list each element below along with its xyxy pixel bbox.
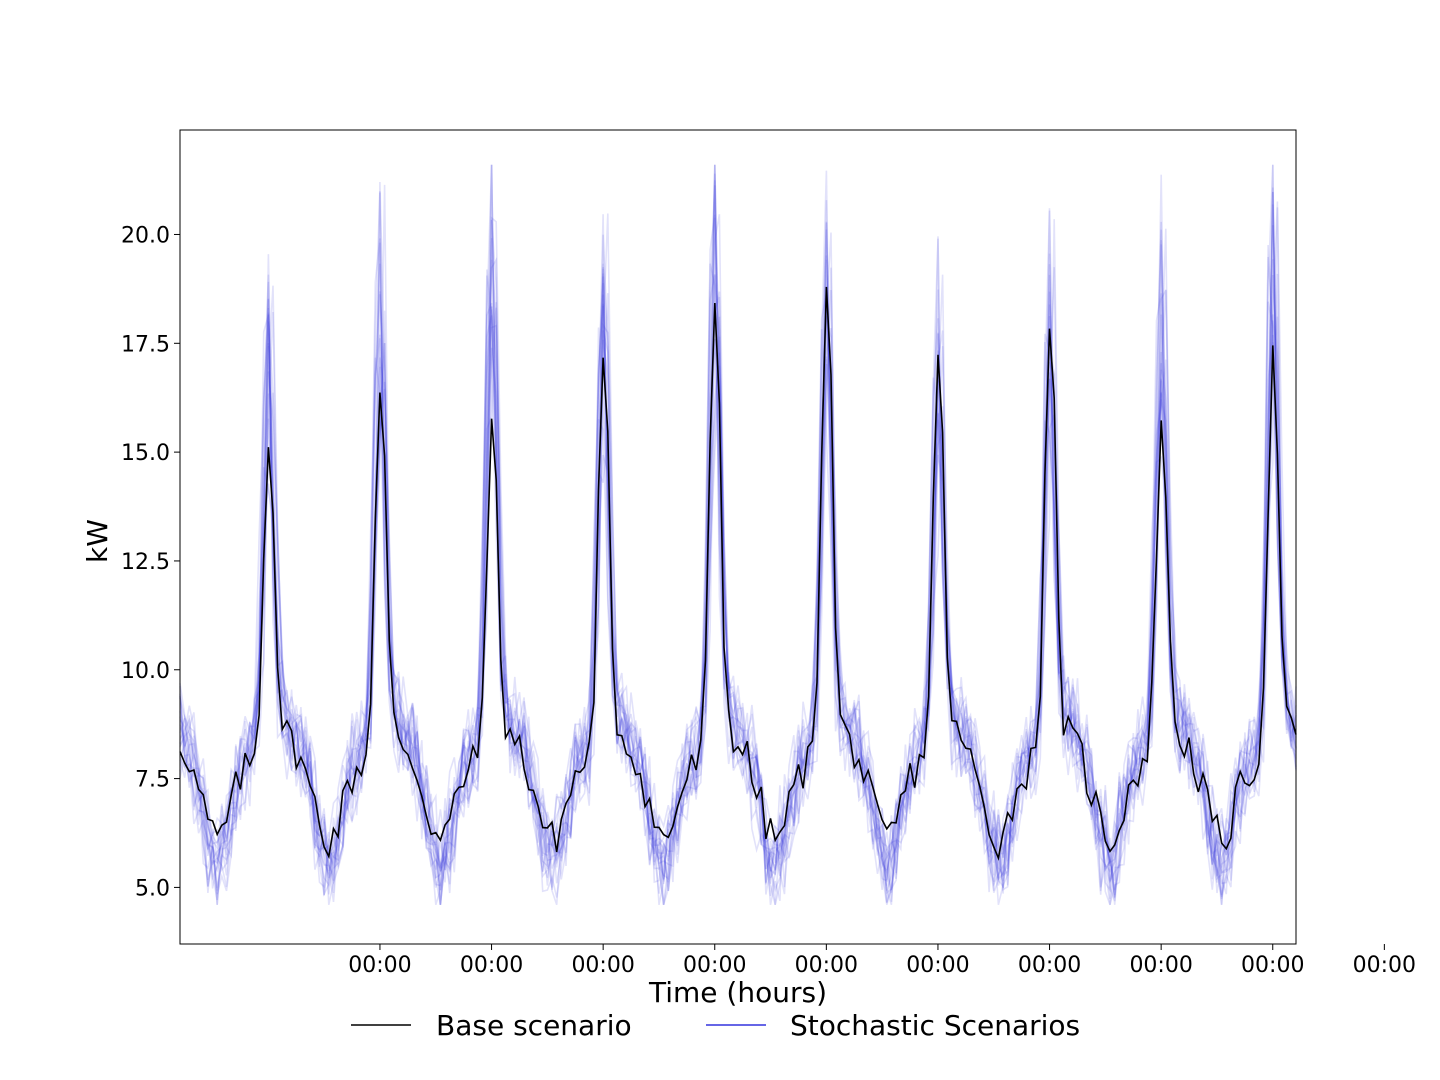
x-tick-label-5: 00:00 (906, 953, 969, 978)
stochastic-scenario-line-2 (179, 207, 1297, 895)
y-tick-label-6: 20.0 (121, 223, 170, 248)
stochastic-scenario-line-3 (179, 164, 1297, 902)
y-tick-label-1: 7.5 (135, 768, 170, 793)
stochastic-scenario-line-1 (179, 184, 1297, 905)
stochastic-scenario-line-9 (179, 164, 1297, 902)
base-scenario-line (179, 286, 1297, 861)
y-tick-label-0: 5.0 (135, 876, 170, 901)
x-tick-label-3: 00:00 (683, 953, 746, 978)
plot-area-frame (179, 129, 1297, 945)
x-tick-label-4: 00:00 (795, 953, 858, 978)
x-tick-label-7: 00:00 (1129, 953, 1192, 978)
stochastic-scenario-line-18 (179, 164, 1297, 891)
y-axis: 5.0 7.5 10.0 12.5 15.0 17.5 20.0 (121, 223, 180, 901)
x-axis-title: Time (hours) (648, 976, 827, 1009)
y-axis-title: kW (81, 519, 114, 563)
legend: Base scenario Stochastic Scenarios (351, 1009, 1080, 1042)
stochastic-scenario-line-13 (179, 229, 1297, 905)
x-axis: 00:00 00:00 00:00 00:00 00:00 00:00 00:00 00:00… (348, 944, 1416, 978)
x-tick-label-2: 00:00 (571, 953, 634, 978)
y-tick-label-4: 15.0 (121, 441, 170, 466)
y-tick-label-3: 12.5 (121, 550, 170, 575)
y-tick-label-5: 17.5 (121, 332, 170, 357)
x-tick-label-9: 00:00 (1353, 953, 1416, 978)
x-tick-label-6: 00:00 (1018, 953, 1081, 978)
stochastic-scenario-line-6 (179, 164, 1297, 906)
stochastic-scenario-line-7 (179, 164, 1297, 905)
base-series-group (179, 286, 1297, 861)
stochastic-series-group (179, 164, 1297, 906)
x-tick-label-0: 00:00 (348, 953, 411, 978)
stochastic-scenario-line-10 (179, 267, 1297, 903)
stochastic-scenario-line-17 (179, 164, 1297, 905)
stochastic-scenario-line-19 (179, 217, 1297, 906)
stochastic-scenario-line-4 (179, 219, 1297, 906)
x-tick-label-1: 00:00 (460, 953, 523, 978)
stochastic-scenario-line-15 (179, 201, 1297, 905)
y-tick-label-2: 10.0 (121, 659, 170, 684)
stochastic-scenario-line-8 (179, 174, 1297, 905)
legend-label-base: Base scenario (436, 1009, 632, 1042)
legend-label-stochastic: Stochastic Scenarios (790, 1009, 1080, 1042)
x-tick-label-8: 00:00 (1241, 953, 1304, 978)
stochastic-scenario-line-12 (179, 180, 1297, 906)
stochastic-scenario-line-16 (179, 266, 1297, 895)
